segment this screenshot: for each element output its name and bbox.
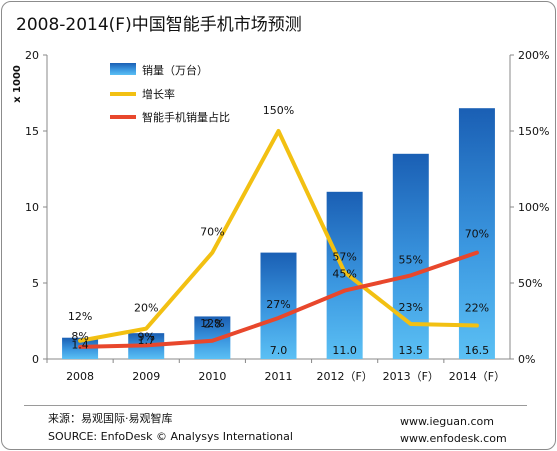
share-label: 12% <box>200 317 224 330</box>
x-tick-label: 2010 <box>198 370 226 383</box>
growth-rate-label: 20% <box>134 302 158 315</box>
chart-title: 2008-2014(F)中国智能手机市场预测 <box>16 15 302 35</box>
legend-label: 销量（万台） <box>142 63 208 77</box>
legend-swatch-bar <box>110 63 136 75</box>
growth-rate-label: 70% <box>200 226 224 239</box>
growth-rate-line <box>78 129 479 343</box>
y2-tick-label: 150% <box>518 125 549 138</box>
y2-tick-label: 50% <box>518 277 542 290</box>
growth-rate-label: 150% <box>263 104 294 117</box>
y2-tick-label: 100% <box>518 201 549 214</box>
share-label: 8% <box>71 330 88 343</box>
y-tick-label: 15 <box>25 125 39 138</box>
y-tick-label: 5 <box>32 277 39 290</box>
share-label: 45% <box>332 268 356 281</box>
y-tick-label: 20 <box>25 49 39 62</box>
growth-rate-label: 57% <box>332 250 356 263</box>
bar-value-label: 7.0 <box>270 344 288 357</box>
x-tick-label: 2013（F） <box>383 370 439 383</box>
bar-value-label: 1.4 <box>71 339 89 352</box>
bar <box>326 191 363 359</box>
legend-label: 智能手机销量占比 <box>142 110 230 124</box>
bar-value-label: 11.0 <box>332 344 357 357</box>
y2-tick-label: 0% <box>518 353 535 366</box>
bar <box>458 108 495 359</box>
x-tick-label: 2009 <box>132 370 160 383</box>
source-en: SOURCE: EnfoDesk © Analysys Internationa… <box>48 430 293 443</box>
legend-label: 增长率 <box>142 87 175 101</box>
share-label: 70% <box>465 228 489 241</box>
bar-value-label: 1.7 <box>137 334 155 347</box>
url-ieguan: www.ieguan.com <box>400 415 494 428</box>
growth-rate-label: 22% <box>465 302 489 315</box>
growth-rate-label: 12% <box>68 310 92 323</box>
url-enfodesk: www.enfodesk.com <box>400 432 507 445</box>
x-tick-label: 2008 <box>66 370 94 383</box>
bar <box>260 252 297 359</box>
share-label: 9% <box>137 330 154 343</box>
x-tick-label: 2012（F） <box>316 370 372 383</box>
y2-tick-label: 200% <box>518 49 549 62</box>
footer-divider <box>24 405 527 406</box>
share-label: 27% <box>266 298 290 311</box>
growth-rate-label: 23% <box>399 301 423 314</box>
y-axis-label: x 1000 <box>12 65 23 103</box>
source-cn: 来源：易观国际·易观智库 <box>48 412 173 425</box>
bar-value-label: 16.5 <box>465 344 490 357</box>
y-tick-label: 0 <box>32 353 39 366</box>
x-tick-label: 2011 <box>265 370 293 383</box>
share-line <box>78 250 479 349</box>
bar-value-label: 13.5 <box>399 344 424 357</box>
x-tick-label: 2014（F） <box>449 370 505 383</box>
share-label: 55% <box>399 253 423 266</box>
bar-value-label: 2.8 <box>204 317 222 330</box>
y-tick-label: 10 <box>25 201 39 214</box>
